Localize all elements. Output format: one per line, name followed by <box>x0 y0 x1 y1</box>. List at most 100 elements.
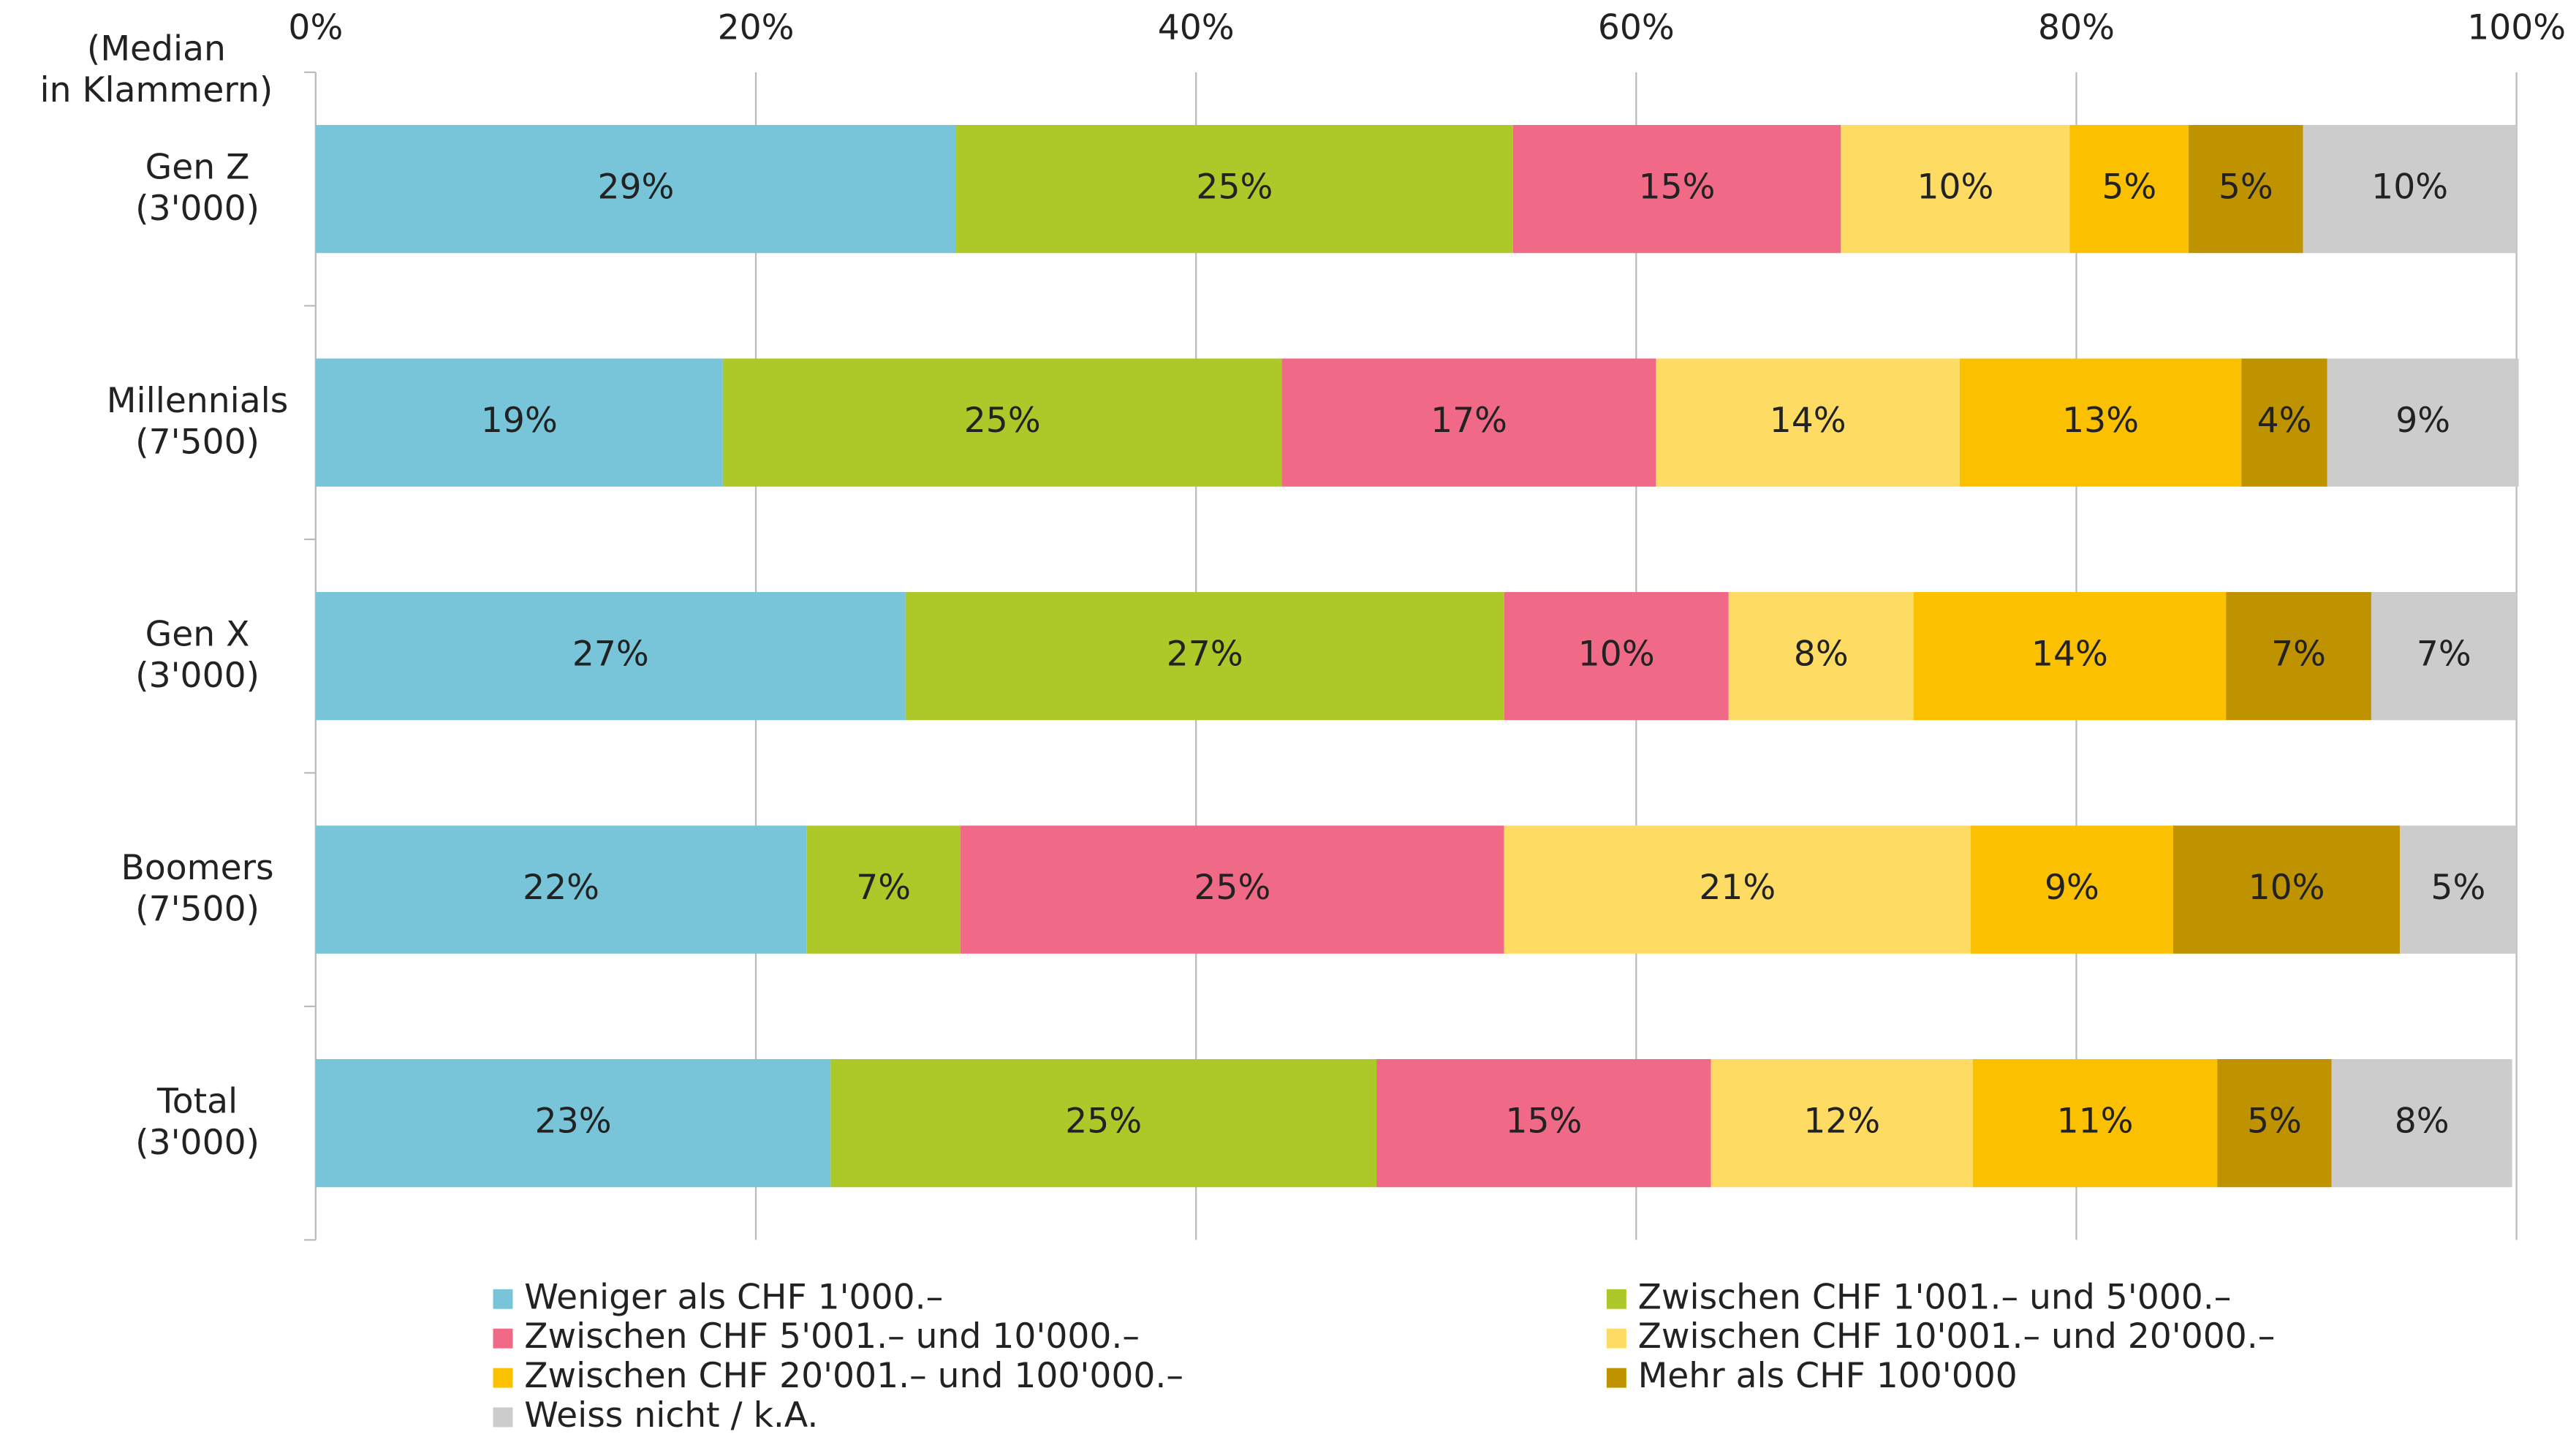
bar-segment <box>961 825 1504 954</box>
data-label: 19% <box>481 401 558 441</box>
bar-segment <box>2172 825 2401 954</box>
data-label: 9% <box>2045 868 2099 908</box>
data-label: 25% <box>1065 1102 1142 1142</box>
bar-segment <box>1504 591 1729 721</box>
legend-swatch <box>1606 1289 1626 1309</box>
data-label: 12% <box>1803 1102 1880 1142</box>
data-label: 10% <box>1917 167 1993 208</box>
bar-segment <box>2400 825 2517 954</box>
legend-swatch <box>493 1328 513 1349</box>
data-label: 4% <box>2257 401 2312 441</box>
y-tick-label: Boomers <box>121 848 274 888</box>
bar-segment <box>1970 825 2173 954</box>
bar-segment <box>722 358 1282 487</box>
bar-segment <box>315 124 956 254</box>
bar-segment <box>315 825 807 954</box>
bar-segment <box>956 124 1513 254</box>
y-axis-title: (Median <box>87 29 226 69</box>
data-label: 22% <box>523 868 599 908</box>
data-label: 11% <box>2057 1102 2134 1142</box>
bar-segment <box>1376 1058 1711 1188</box>
legend-swatch <box>493 1368 513 1388</box>
legend-swatch <box>493 1407 513 1427</box>
bar-segment <box>315 591 906 721</box>
data-label: 8% <box>2395 1102 2450 1142</box>
bar-segment <box>1281 358 1656 487</box>
bar-segment <box>2241 358 2327 487</box>
legend-label: Zwischen CHF 20'001.– und 100'000.– <box>524 1356 1183 1396</box>
bar-segment <box>1728 591 1914 721</box>
bar-segment <box>2189 124 2303 254</box>
x-tick-label: 100% <box>2467 7 2566 48</box>
y-tick-label: (3'000) <box>135 1123 260 1163</box>
bar-segment <box>1656 358 1960 487</box>
data-label: 8% <box>1794 634 1849 675</box>
data-label: 14% <box>2031 634 2108 675</box>
x-tick-label: 20% <box>718 7 795 48</box>
data-label: 7% <box>2271 634 2326 675</box>
y-tick-label: (7'500) <box>135 889 260 929</box>
bar-segment <box>315 1058 831 1188</box>
data-label: 9% <box>2395 401 2450 441</box>
legend-label: Mehr als CHF 100'000 <box>1638 1356 2018 1396</box>
data-label: 5% <box>2431 868 2485 908</box>
data-label: 10% <box>2371 167 2448 208</box>
x-tick-label: 60% <box>1598 7 1675 48</box>
y-tick-label: Gen Z <box>145 148 250 188</box>
data-label: 5% <box>2219 167 2273 208</box>
data-label: 21% <box>1699 868 1776 908</box>
data-label: 27% <box>1167 634 1243 675</box>
x-tick-label: 40% <box>1158 7 1235 48</box>
y-tick-label: (3'000) <box>135 189 260 229</box>
bar-segment <box>1841 124 2070 254</box>
data-label: 5% <box>2102 167 2156 208</box>
legend-swatch <box>493 1289 513 1309</box>
data-label: 13% <box>2062 401 2139 441</box>
legend-label: Zwischen CHF 1'001.– und 5'000.– <box>1638 1277 2232 1317</box>
legend-label: Zwischen CHF 10'001.– und 20'000.– <box>1638 1316 2276 1357</box>
bar-segment <box>2069 124 2189 254</box>
bar-segment <box>315 358 723 487</box>
x-tick-label: 80% <box>2038 7 2115 48</box>
data-label: 14% <box>1770 401 1846 441</box>
legend-swatch <box>1606 1368 1626 1388</box>
data-label: 25% <box>964 401 1041 441</box>
data-label: 10% <box>1578 634 1655 675</box>
bar-segment <box>1512 124 1841 254</box>
legend-label: Zwischen CHF 5'001.– und 10'000.– <box>524 1316 1140 1357</box>
y-tick-label: Gen X <box>145 615 250 655</box>
data-label: 7% <box>2417 634 2471 675</box>
data-label: 27% <box>572 634 649 675</box>
data-label: 15% <box>1639 167 1716 208</box>
bar-segment <box>2226 591 2371 721</box>
legend-swatch <box>1606 1328 1626 1349</box>
data-label: 15% <box>1505 1102 1582 1142</box>
legend-label: Weiss nicht / k.A. <box>524 1395 818 1436</box>
bar-segment <box>1972 1058 2218 1188</box>
data-label: 5% <box>2247 1102 2302 1142</box>
bar-segment <box>1711 1058 1973 1188</box>
y-tick-label: (3'000) <box>135 656 260 696</box>
data-label: 29% <box>598 167 675 208</box>
bar-segment <box>2303 124 2517 254</box>
bar-segment <box>1959 358 2242 487</box>
bar-segment <box>830 1058 1377 1188</box>
data-label: 10% <box>2249 868 2325 908</box>
bar-segment <box>2371 591 2517 721</box>
y-axis-title: in Klammern) <box>40 70 273 110</box>
data-label: 25% <box>1194 868 1270 908</box>
y-tick-label: Millennials <box>107 381 289 421</box>
bar-segment <box>2327 358 2519 487</box>
data-label: 7% <box>856 868 911 908</box>
data-label: 25% <box>1196 167 1273 208</box>
legend-label: Weniger als CHF 1'000.– <box>524 1277 943 1317</box>
bar-segment <box>2217 1058 2332 1188</box>
bar-segment <box>1913 591 2227 721</box>
bar-segment <box>1504 825 1971 954</box>
x-tick-label: 0% <box>288 7 343 48</box>
bar-segment <box>806 825 961 954</box>
y-tick-label: Total <box>156 1082 238 1122</box>
data-label: 17% <box>1431 401 1507 441</box>
